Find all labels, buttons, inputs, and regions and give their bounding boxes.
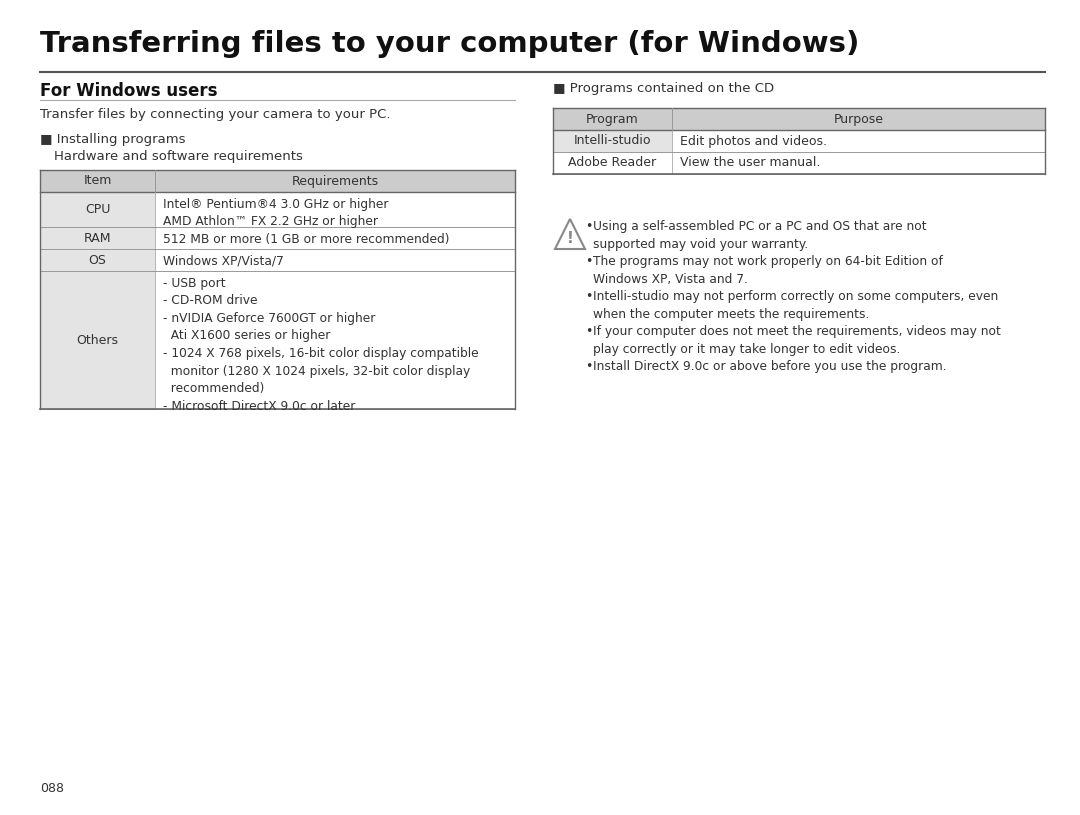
Bar [40,271,156,409]
Text: - USB port
- CD-ROM drive
- nVIDIA Geforce 7600GT or higher
  Ati X1600 series o: - USB port - CD-ROM drive - nVIDIA Gefor… [163,277,478,412]
Text: Hardware and software requirements: Hardware and software requirements [54,150,302,163]
Bar [40,192,156,227]
Bar [156,227,515,249]
Text: •: • [585,290,592,303]
Bar [672,130,1045,152]
Text: Intelli-studio: Intelli-studio [573,134,651,148]
Bar [672,152,1045,174]
Text: 088: 088 [40,782,64,795]
Text: Program: Program [586,112,639,126]
Bar [40,227,156,249]
Text: !: ! [567,231,573,246]
Text: View the user manual.: View the user manual. [680,156,821,170]
Text: Intelli-studio may not perform correctly on some computers, even
when the comput: Intelli-studio may not perform correctly… [593,290,998,321]
Text: •: • [585,360,592,373]
Text: 512 MB or more (1 GB or more recommended): 512 MB or more (1 GB or more recommended… [163,233,449,246]
Text: Item: Item [83,174,111,187]
Text: Transferring files to your computer (for Windows): Transferring files to your computer (for… [40,30,860,58]
Text: Using a self-assembled PC or a PC and OS that are not
supported may void your wa: Using a self-assembled PC or a PC and OS… [593,220,927,251]
Bar [156,249,515,271]
Bar [553,108,1045,130]
Bar [40,249,156,271]
Text: Install DirectX 9.0c or above before you use the program.: Install DirectX 9.0c or above before you… [593,360,947,373]
Text: Adobe Reader: Adobe Reader [568,156,657,170]
Text: OS: OS [89,253,107,267]
Text: Windows XP/Vista/7: Windows XP/Vista/7 [163,255,284,268]
Text: Transfer files by connecting your camera to your PC.: Transfer files by connecting your camera… [40,108,391,121]
Bar [553,130,672,152]
Text: If your computer does not meet the requirements, videos may not
play correctly o: If your computer does not meet the requi… [593,325,1001,356]
Text: The programs may not work properly on 64-bit Edition of
Windows XP, Vista and 7.: The programs may not work properly on 64… [593,255,943,286]
Text: Requirements: Requirements [292,174,379,187]
Text: •: • [585,325,592,338]
Bar [156,271,515,409]
Text: ■ Programs contained on the CD: ■ Programs contained on the CD [553,82,774,95]
Bar [40,170,515,192]
Text: Others: Others [77,333,119,346]
Text: For Windows users: For Windows users [40,82,217,100]
Text: Purpose: Purpose [834,112,883,126]
Text: •: • [585,255,592,268]
Text: ■ Installing programs: ■ Installing programs [40,133,186,146]
Text: Edit photos and videos.: Edit photos and videos. [680,134,827,148]
Bar [156,192,515,227]
Bar [553,152,672,174]
Text: RAM: RAM [84,231,111,244]
Text: CPU: CPU [85,203,110,216]
Text: Intel® Pentium®4 3.0 GHz or higher
AMD Athlon™ FX 2.2 GHz or higher: Intel® Pentium®4 3.0 GHz or higher AMD A… [163,198,389,228]
Text: •: • [585,220,592,233]
